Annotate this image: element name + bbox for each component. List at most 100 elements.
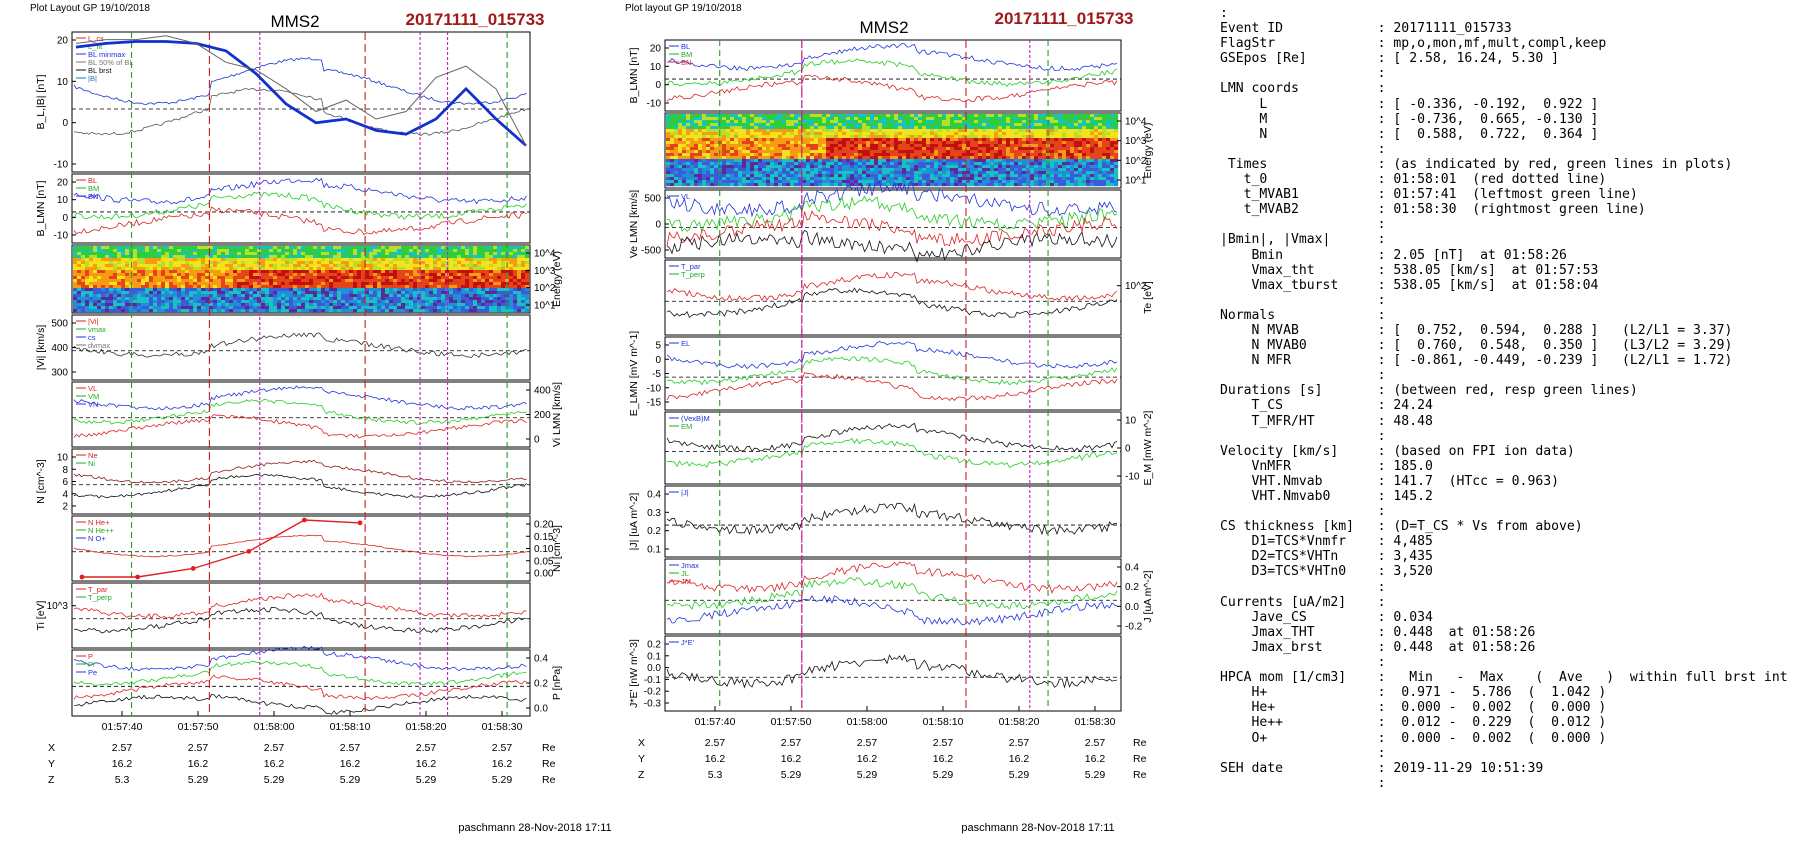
mid-panel-1-cell (798, 138, 803, 142)
left-panel-2-cell (253, 303, 258, 307)
left-panel-2-cell (101, 264, 106, 268)
left-panel-2-cell (385, 279, 390, 283)
mid-panel-1-cell (846, 168, 851, 172)
mid-panel-1-cell (786, 171, 791, 175)
left-panel-2-cell (321, 255, 326, 259)
mid-panel-1-cell (998, 162, 1003, 166)
mid-panel-1-cell (986, 150, 991, 154)
mid-panel-1-cell (722, 144, 727, 148)
mid-panel-1-cell (802, 159, 807, 163)
mid-panel-1-cell (1042, 144, 1047, 148)
mid-panel-1-cell (994, 141, 999, 145)
left-panel-2-cell (161, 276, 166, 280)
left-panel-8-trace-1 (73, 660, 527, 686)
left-panel-2-cell (157, 249, 162, 253)
mid-panel-1-cell (1098, 117, 1103, 121)
left-panel-2-cell (173, 264, 178, 268)
left-panel-2-cell (133, 309, 138, 313)
mid-panel-1-cell (850, 135, 855, 139)
mid-panel-1-cell (1018, 156, 1023, 160)
mid-panel-1-cell (806, 129, 811, 133)
left-panel-5-tick-label: 2 (62, 502, 68, 513)
mid-panel-1-cell (978, 135, 983, 139)
mid-panel-1-cell (846, 123, 851, 127)
mid-panel-1-cell (1114, 156, 1119, 160)
mid-panel-1-cell (958, 156, 963, 160)
mid-panel-1-cell (970, 168, 975, 172)
left-panel-2-cell (421, 264, 426, 268)
left-panel-2-cell (205, 258, 210, 262)
mid-panel-1-cell (790, 141, 795, 145)
left-panel-2-cell (505, 279, 510, 283)
mid-panel-1-cell (1058, 123, 1063, 127)
mid-panel-1-cell (1046, 135, 1051, 139)
left-panel-2-cell (353, 288, 358, 292)
left-panel-2-cell (157, 288, 162, 292)
left-panel-2-cell (401, 300, 406, 304)
left-panel-2-cell (289, 291, 294, 295)
left-panel-2-cell (185, 270, 190, 274)
mid-panel-1-cell (666, 126, 671, 130)
left-panel-2-cell (333, 252, 338, 256)
left-panel-2-cell (109, 288, 114, 292)
mid-panel-1-cell (774, 138, 779, 142)
left-panel-2-cell (185, 258, 190, 262)
mid-panel-1-cell (934, 123, 939, 127)
mid-panel-1-cell (810, 150, 815, 154)
left-panel-2-cell (257, 282, 262, 286)
mid-panel-1-cell (1010, 159, 1015, 163)
mid-panel-1-cell (694, 135, 699, 139)
left-panel-2-cell (241, 285, 246, 289)
mid-panel-1-cell (930, 150, 935, 154)
mid-panel-1-cell (878, 114, 883, 118)
mid-panel-1-cell (854, 138, 859, 142)
mid-panel-1-cell (822, 138, 827, 142)
left-panel-1-legend-label: BN (88, 192, 98, 201)
left-panel-2-cell (89, 252, 94, 256)
left-panel-2-cell (269, 279, 274, 283)
left-panel-2-cell (161, 264, 166, 268)
left-panel-2-cell (377, 285, 382, 289)
mid-panel-1-cell (770, 156, 775, 160)
mid-panel-1-cell (966, 120, 971, 124)
left-panel-2-cell (229, 282, 234, 286)
left-panel-2-cell (421, 294, 426, 298)
left-panel-2-cell (189, 276, 194, 280)
left-panel-2-cell (117, 279, 122, 283)
mid-panel-1-cell (846, 138, 851, 142)
left-panel-2-cell (113, 303, 118, 307)
left-panel-2-cell (337, 264, 342, 268)
left-panel-2-cell (421, 291, 426, 295)
left-panel-2-cell (193, 267, 198, 271)
mid-panel-1-cell (962, 162, 967, 166)
left-panel-2-cell (497, 285, 502, 289)
left-panel-2-cell (285, 309, 290, 313)
left-panel-2-cell (109, 267, 114, 271)
left-panel-2-cell (421, 285, 426, 289)
left-panel-2-cell (73, 285, 78, 289)
mid-panel-1-cell (910, 165, 915, 169)
mid-panel-1-cell (826, 135, 831, 139)
mid-panel-1-cell (666, 138, 671, 142)
left-panel-2-cell (357, 255, 362, 259)
mid-panel-1-cell (1110, 168, 1115, 172)
mid-header-left: Plot layout GP 19/10/2018 (625, 3, 742, 14)
mid-panel-1-cell (770, 132, 775, 136)
mid-panel-1-cell (698, 156, 703, 160)
left-panel-2-cell (165, 291, 170, 295)
left-panel-2-cell (269, 264, 274, 268)
mid-panel-1-cell (906, 141, 911, 145)
mid-panel-1-cell (758, 126, 763, 130)
left-panel-2-cell (373, 276, 378, 280)
mid-panel-1-cell (1042, 147, 1047, 151)
left-panel-2-cell (437, 276, 442, 280)
left-panel-2-cell (413, 246, 418, 250)
left-panel-2-cell (133, 306, 138, 310)
mid-panel-1-cell (670, 144, 675, 148)
mid-panel-1-cell (1034, 132, 1039, 136)
left-panel-2-cell (125, 249, 130, 253)
mid-panel-1-cell (862, 120, 867, 124)
left-panel-2-cell (217, 303, 222, 307)
mid-panel-1-cell (878, 171, 883, 175)
mid-panel-1-cell (730, 165, 735, 169)
